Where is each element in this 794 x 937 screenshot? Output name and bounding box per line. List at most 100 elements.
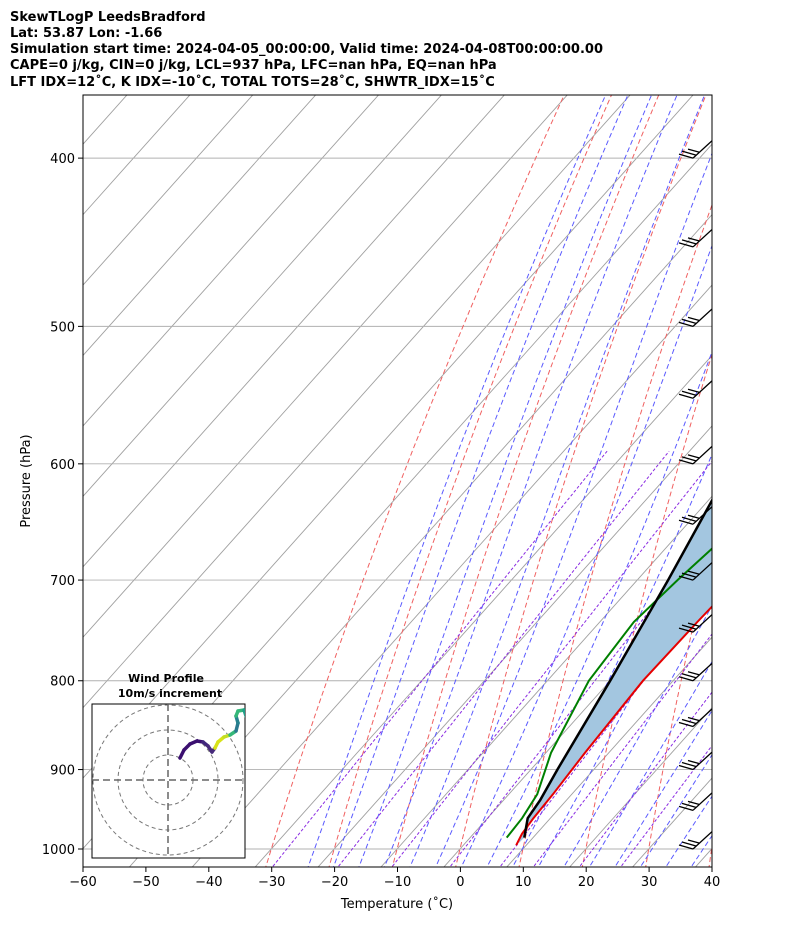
dry-adiabat	[518, 203, 712, 867]
isotherm-line	[83, 95, 694, 779]
y-tick-label: 700	[50, 574, 75, 589]
wind-barb	[678, 708, 712, 728]
cape-shading	[516, 500, 712, 846]
hodograph-trace	[178, 708, 245, 760]
wind-barb	[678, 308, 712, 327]
x-tick-label: −50	[132, 875, 159, 890]
y-tick-label: 800	[50, 675, 75, 690]
y-tick-label: 400	[50, 152, 75, 167]
dry-adiabat	[265, 95, 565, 867]
wind-barb	[678, 505, 712, 525]
isotherm-line	[569, 706, 712, 867]
x-axis-ticks: −60 −50 −40 −30 −20 −10 0 10 20 30 40	[69, 867, 720, 890]
wind-barb	[678, 662, 712, 682]
moist-adiabat	[435, 152, 712, 867]
wind-barb	[678, 228, 712, 248]
isotherm-line	[83, 95, 631, 709]
x-tick-label: −40	[195, 875, 222, 890]
dewpoint-line	[505, 547, 712, 839]
moist-adiabat	[690, 834, 712, 867]
wind-barb	[678, 751, 712, 771]
isotherm-line	[380, 495, 712, 867]
isotherm-line	[317, 425, 712, 867]
wind-barb	[678, 830, 712, 850]
isotherm-line	[742, 0, 794, 886]
location-line: Lat: 53.87 Lon: -1.66	[10, 26, 162, 41]
moist-adiabat	[486, 350, 712, 867]
moist-adiabat	[537, 537, 712, 867]
isotherm-line	[191, 284, 712, 867]
isotherm-line	[694, 847, 712, 867]
mixing-ratio-line	[391, 460, 712, 867]
moist-adiabat	[383, 95, 678, 867]
moist-adiabat	[563, 604, 712, 867]
isotherm-line	[128, 213, 712, 867]
cape-line: CAPE=0 j/kg, CIN=0 j/kg, LCL=937 hPa, LF…	[10, 58, 497, 73]
index-line: LFT IDX=12˚C, K IDX=-10˚C, TOTAL TOTS=28…	[10, 74, 495, 90]
moist-adiabat	[332, 95, 629, 867]
x-tick-label: −60	[69, 875, 96, 890]
x-tick-label: −20	[321, 875, 348, 890]
y-axis-ticks: 1002003004005006007008009001000	[42, 152, 83, 858]
mixing-ratio-line	[578, 691, 712, 867]
hodograph-inset: Wind Profile 10m/s increment	[91, 672, 246, 859]
y-axis-label: Pressure (hPa)	[19, 434, 34, 527]
y-tick-label: 1000	[42, 843, 75, 858]
wind-barb	[678, 445, 712, 465]
chart-header: SkewTLogP LeedsBradford Lat: 53.87 Lon: …	[10, 10, 603, 90]
wind-barbs	[678, 35, 717, 850]
moist-adiabat	[460, 244, 712, 867]
x-tick-label: 0	[456, 875, 464, 890]
wind-barb	[678, 139, 712, 159]
wind-barb	[678, 792, 712, 811]
dry-adiabat	[581, 352, 712, 867]
isotherm-line	[443, 566, 712, 867]
hodograph-segment	[242, 708, 245, 718]
moist-adiabat	[614, 709, 712, 867]
x-tick-label: 10	[515, 875, 532, 890]
hodograph-subtitle: 10m/s increment	[118, 687, 222, 700]
x-tick-label: 40	[704, 875, 721, 890]
hodograph-rings	[92, 704, 245, 858]
x-tick-label: −30	[258, 875, 285, 890]
dry-adiabats	[265, 0, 794, 886]
chart-title: SkewTLogP LeedsBradford	[10, 10, 206, 25]
isotherm-line	[254, 354, 712, 867]
x-tick-label: 30	[641, 875, 658, 890]
moist-adiabats	[307, 95, 712, 867]
wind-barb	[678, 379, 712, 399]
plot-area	[83, 0, 794, 886]
mixing-ratio-line	[532, 633, 712, 867]
wind-barb	[678, 613, 712, 633]
x-axis-label: Temperature (˚C)	[340, 896, 453, 912]
moist-adiabat	[639, 753, 712, 867]
moist-adiabat	[665, 795, 712, 867]
wind-barb	[678, 561, 712, 581]
isotherm-line	[83, 143, 712, 850]
moist-adiabat	[307, 95, 607, 867]
wind-barb	[679, 35, 717, 57]
isotherm-line	[506, 636, 712, 867]
moist-adiabat	[409, 95, 706, 867]
moist-adiabat	[358, 95, 653, 867]
y-tick-label: 600	[50, 458, 75, 473]
mixing-ratio-line	[620, 744, 712, 867]
dry-adiabat	[391, 95, 660, 867]
x-tick-label: −10	[384, 875, 411, 890]
dry-adiabat	[770, 0, 794, 886]
mixing-ratio-line	[449, 530, 712, 867]
temperature-line	[515, 605, 712, 846]
y-tick-label: 500	[50, 320, 75, 335]
dry-adiabat	[455, 95, 707, 867]
hodograph-title: Wind Profile	[128, 672, 204, 685]
mixing-ratio-lines	[271, 450, 712, 867]
mixing-ratio-line	[337, 450, 670, 867]
dry-adiabat	[708, 842, 712, 867]
x-tick-label: 20	[578, 875, 595, 890]
isotherm-line	[83, 95, 568, 638]
parcel-line	[523, 497, 712, 838]
dry-adiabat	[328, 95, 613, 867]
y-tick-label: 900	[50, 764, 75, 779]
time-line: Simulation start time: 2024-04-05_00:00:…	[10, 42, 603, 57]
